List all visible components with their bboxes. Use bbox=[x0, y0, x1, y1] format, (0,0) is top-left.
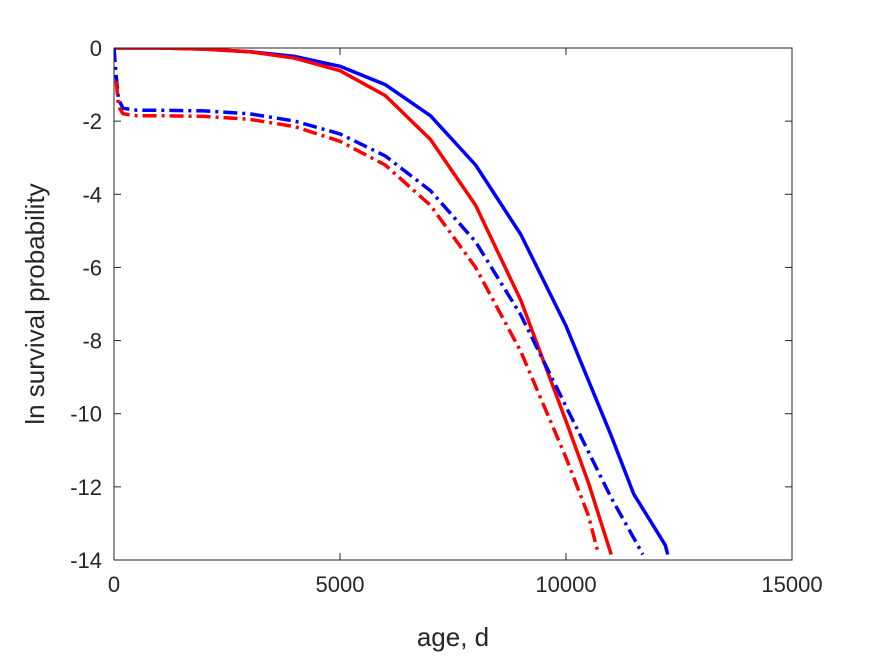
axes-layer: 0 5000 10000 15000 0 -2 -4 -6 -8 -10 -12 -14 bbox=[70, 36, 822, 597]
x-axis-label: age, d bbox=[417, 622, 489, 652]
series-layer bbox=[114, 48, 670, 556]
y-tick-label: 0 bbox=[90, 36, 102, 61]
x-tick-label: 10000 bbox=[535, 572, 596, 597]
axes-box bbox=[113, 47, 793, 561]
y-tick-label: -4 bbox=[82, 182, 102, 207]
series-line-2 bbox=[114, 48, 613, 556]
series-line-3 bbox=[114, 48, 645, 556]
y-tick-label: -6 bbox=[82, 255, 102, 280]
y-axis-label: ln survival probability bbox=[20, 183, 50, 424]
x-tick-label: 5000 bbox=[316, 572, 365, 597]
x-tick-label: 15000 bbox=[761, 572, 822, 597]
y-tick-label: -8 bbox=[82, 329, 102, 354]
y-tick-label: -14 bbox=[70, 548, 102, 573]
series-line-4 bbox=[114, 80, 600, 552]
plot-area bbox=[114, 48, 792, 560]
y-tick-label: -10 bbox=[70, 402, 102, 427]
x-tick-label: 0 bbox=[108, 572, 120, 597]
y-tick-label: -12 bbox=[70, 475, 102, 500]
y-tick-label: -2 bbox=[82, 109, 102, 134]
